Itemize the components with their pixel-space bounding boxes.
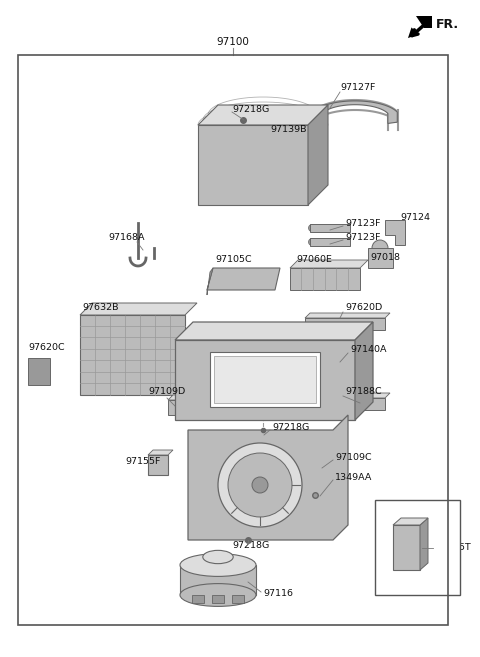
Polygon shape [168, 400, 195, 415]
Polygon shape [308, 105, 328, 205]
Polygon shape [368, 248, 393, 268]
Ellipse shape [180, 554, 256, 576]
Polygon shape [305, 313, 390, 318]
Polygon shape [312, 101, 397, 124]
Circle shape [309, 225, 315, 231]
Text: 97060E: 97060E [296, 256, 332, 265]
Polygon shape [198, 105, 328, 125]
Polygon shape [310, 238, 350, 246]
Polygon shape [310, 393, 390, 398]
Text: 97139B: 97139B [270, 125, 307, 135]
Text: 97018: 97018 [370, 254, 400, 263]
Text: 97123F: 97123F [345, 233, 381, 242]
Circle shape [228, 453, 292, 517]
Text: 97255T: 97255T [435, 543, 471, 553]
Text: 97123F: 97123F [345, 219, 381, 229]
Text: 1349AA: 1349AA [335, 474, 372, 482]
Polygon shape [175, 340, 355, 420]
Text: 97127F: 97127F [340, 83, 375, 93]
Text: 97105C: 97105C [215, 256, 252, 265]
Polygon shape [148, 450, 173, 455]
Bar [18, 55, 448, 625]
Polygon shape [80, 315, 185, 395]
Polygon shape [305, 318, 385, 330]
Polygon shape [28, 358, 50, 385]
Ellipse shape [203, 551, 233, 564]
Polygon shape [210, 352, 320, 407]
Polygon shape [207, 268, 213, 295]
Text: 97116: 97116 [263, 589, 293, 597]
Text: 97100: 97100 [216, 37, 250, 47]
Text: 97140A: 97140A [350, 346, 386, 355]
Text: 97188C: 97188C [345, 388, 382, 397]
Polygon shape [148, 455, 168, 475]
Bar [375, 500, 460, 595]
Circle shape [252, 477, 268, 493]
Polygon shape [290, 268, 360, 290]
Text: 97218G: 97218G [232, 106, 269, 114]
Text: 97632B: 97632B [82, 304, 119, 313]
Text: 97109C: 97109C [335, 453, 372, 463]
Text: 97620D: 97620D [345, 304, 382, 313]
Polygon shape [212, 595, 224, 603]
Text: 97109D: 97109D [148, 388, 185, 397]
Polygon shape [214, 356, 316, 403]
Polygon shape [416, 16, 432, 28]
Circle shape [309, 238, 315, 246]
Text: 97124: 97124 [400, 214, 430, 223]
Polygon shape [393, 525, 420, 570]
Polygon shape [168, 395, 200, 400]
Circle shape [372, 240, 388, 256]
Text: FR.: FR. [436, 18, 459, 30]
Polygon shape [207, 268, 280, 290]
Polygon shape [188, 415, 348, 540]
Polygon shape [310, 224, 350, 232]
Polygon shape [385, 220, 405, 245]
Polygon shape [175, 322, 373, 340]
Polygon shape [198, 125, 308, 205]
Circle shape [389, 221, 401, 233]
Polygon shape [192, 595, 204, 603]
Polygon shape [180, 565, 256, 595]
Polygon shape [393, 518, 428, 525]
Text: 97218G: 97218G [232, 541, 269, 549]
Text: 97155F: 97155F [125, 457, 160, 466]
Text: 97168A: 97168A [108, 233, 144, 242]
Text: 97218G: 97218G [272, 424, 309, 432]
Polygon shape [355, 322, 373, 420]
Polygon shape [232, 595, 244, 603]
Polygon shape [420, 518, 428, 570]
Polygon shape [310, 398, 385, 410]
Polygon shape [80, 303, 197, 315]
Circle shape [218, 443, 302, 527]
Text: 97620C: 97620C [28, 344, 65, 353]
Polygon shape [290, 260, 368, 268]
Ellipse shape [180, 583, 256, 606]
